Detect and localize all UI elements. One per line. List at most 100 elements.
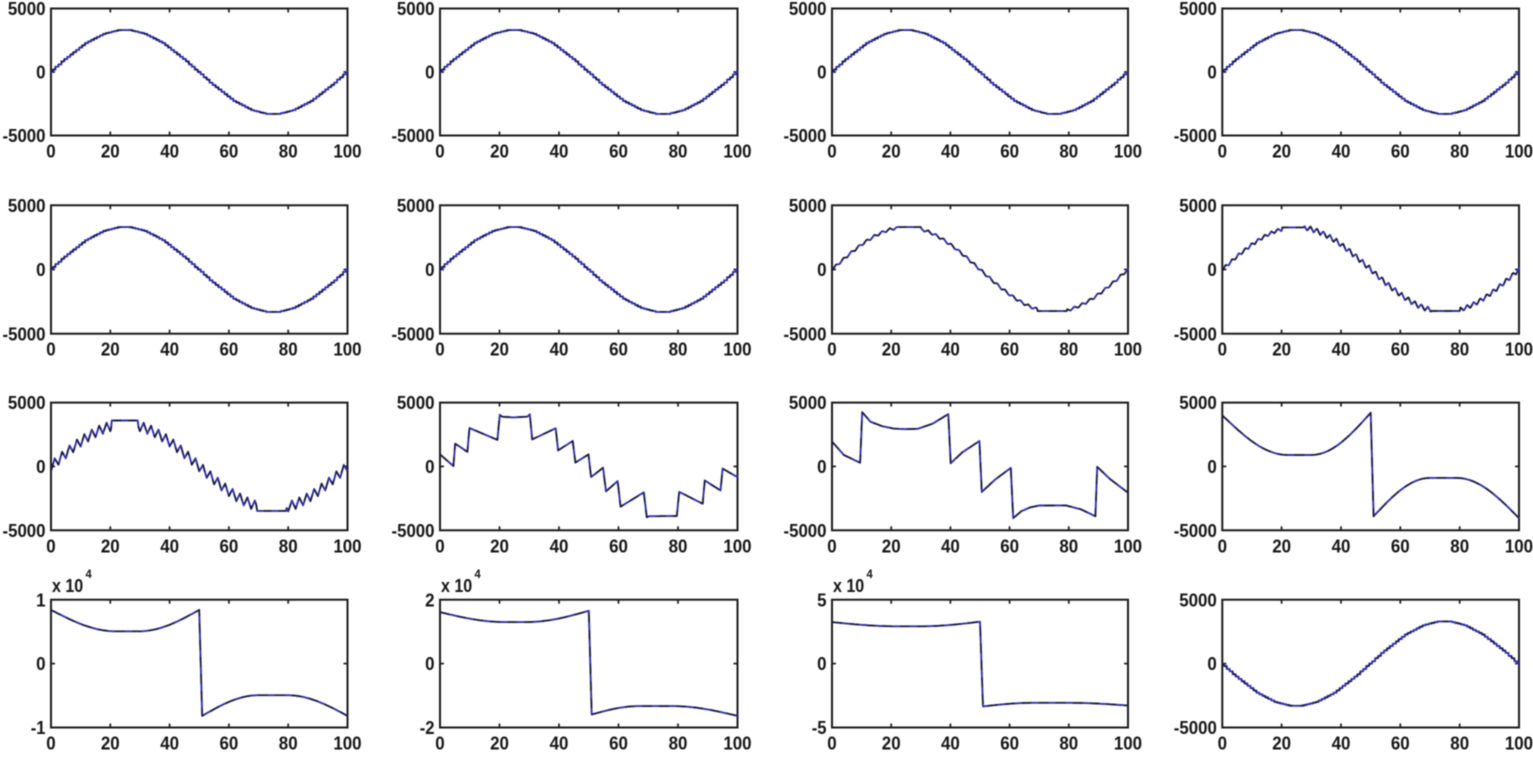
- svg-text:5000: 5000: [397, 392, 435, 413]
- svg-text:5000: 5000: [789, 0, 827, 19]
- svg-text:0: 0: [1207, 259, 1216, 280]
- svg-text:0: 0: [827, 339, 836, 360]
- svg-text:40: 40: [160, 141, 179, 162]
- svg-text:5000: 5000: [789, 392, 827, 413]
- svg-text:20: 20: [490, 733, 509, 753]
- svg-text:60: 60: [1000, 733, 1019, 753]
- svg-text:4: 4: [86, 567, 92, 581]
- svg-text:40: 40: [941, 535, 960, 556]
- svg-text:100: 100: [1114, 535, 1142, 556]
- svg-text:-5000: -5000: [392, 520, 435, 541]
- svg-text:80: 80: [669, 733, 688, 753]
- svg-text:40: 40: [1332, 339, 1351, 360]
- svg-text:x 10: x 10: [52, 575, 83, 596]
- svg-text:0: 0: [1218, 535, 1227, 556]
- svg-text:5000: 5000: [1179, 392, 1217, 413]
- svg-text:0: 0: [36, 62, 45, 83]
- svg-text:0: 0: [46, 535, 55, 556]
- svg-text:5000: 5000: [8, 0, 46, 19]
- svg-text:100: 100: [723, 339, 751, 360]
- svg-text:80: 80: [279, 141, 298, 162]
- svg-text:0: 0: [1218, 141, 1227, 162]
- svg-text:20: 20: [101, 141, 120, 162]
- svg-text:60: 60: [1391, 141, 1410, 162]
- svg-text:80: 80: [1450, 339, 1469, 360]
- svg-text:60: 60: [609, 733, 628, 753]
- svg-text:x 10: x 10: [441, 575, 472, 596]
- svg-text:0: 0: [425, 653, 434, 674]
- svg-text:40: 40: [550, 339, 569, 360]
- svg-text:80: 80: [1059, 535, 1078, 556]
- svg-text:40: 40: [941, 733, 960, 753]
- svg-text:0: 0: [46, 339, 55, 360]
- svg-text:0: 0: [817, 653, 826, 674]
- svg-text:0: 0: [425, 456, 434, 477]
- svg-text:0: 0: [1207, 62, 1216, 83]
- svg-text:80: 80: [1450, 733, 1469, 753]
- svg-text:20: 20: [101, 535, 120, 556]
- svg-text:60: 60: [609, 339, 628, 360]
- svg-text:-5000: -5000: [3, 323, 46, 344]
- svg-text:40: 40: [941, 339, 960, 360]
- svg-text:-5000: -5000: [3, 520, 46, 541]
- svg-text:100: 100: [723, 733, 751, 753]
- svg-text:80: 80: [279, 535, 298, 556]
- svg-text:0: 0: [1207, 456, 1216, 477]
- svg-text:20: 20: [882, 535, 901, 556]
- svg-text:-5000: -5000: [392, 323, 435, 344]
- svg-text:5000: 5000: [1179, 195, 1217, 216]
- svg-text:-5000: -5000: [784, 125, 827, 146]
- svg-text:40: 40: [550, 733, 569, 753]
- svg-text:20: 20: [490, 535, 509, 556]
- svg-text:60: 60: [1000, 141, 1019, 162]
- svg-text:0: 0: [46, 733, 55, 753]
- svg-text:0: 0: [36, 259, 45, 280]
- svg-text:0: 0: [435, 339, 444, 360]
- svg-text:100: 100: [1505, 339, 1533, 360]
- svg-text:40: 40: [160, 535, 179, 556]
- svg-text:80: 80: [1450, 535, 1469, 556]
- svg-text:-5000: -5000: [3, 125, 46, 146]
- svg-text:40: 40: [1332, 141, 1351, 162]
- svg-text:5000: 5000: [397, 195, 435, 216]
- svg-text:60: 60: [220, 141, 239, 162]
- svg-text:0: 0: [817, 259, 826, 280]
- svg-text:100: 100: [723, 141, 751, 162]
- svg-text:-5: -5: [812, 717, 827, 738]
- svg-text:-5000: -5000: [784, 323, 827, 344]
- svg-text:0: 0: [435, 535, 444, 556]
- svg-text:20: 20: [1272, 535, 1291, 556]
- svg-text:0: 0: [817, 456, 826, 477]
- svg-text:1: 1: [36, 589, 45, 610]
- svg-text:60: 60: [1000, 535, 1019, 556]
- svg-text:0: 0: [1218, 733, 1227, 753]
- svg-text:60: 60: [609, 535, 628, 556]
- svg-text:-5000: -5000: [1174, 717, 1217, 738]
- svg-text:60: 60: [1391, 733, 1410, 753]
- svg-text:100: 100: [1114, 141, 1142, 162]
- svg-text:20: 20: [490, 141, 509, 162]
- svg-text:5000: 5000: [8, 392, 46, 413]
- svg-text:-5000: -5000: [1174, 323, 1217, 344]
- svg-text:80: 80: [669, 339, 688, 360]
- svg-text:0: 0: [46, 141, 55, 162]
- svg-text:40: 40: [160, 339, 179, 360]
- svg-text:20: 20: [1272, 339, 1291, 360]
- svg-text:100: 100: [333, 339, 361, 360]
- svg-text:0: 0: [435, 141, 444, 162]
- svg-text:5000: 5000: [789, 195, 827, 216]
- svg-text:40: 40: [160, 733, 179, 753]
- svg-text:100: 100: [1114, 339, 1142, 360]
- svg-text:100: 100: [1114, 733, 1142, 753]
- svg-text:-5000: -5000: [392, 125, 435, 146]
- svg-text:60: 60: [1391, 339, 1410, 360]
- svg-text:20: 20: [101, 733, 120, 753]
- svg-text:0: 0: [817, 62, 826, 83]
- svg-text:0: 0: [827, 535, 836, 556]
- svg-text:80: 80: [1059, 141, 1078, 162]
- svg-text:80: 80: [669, 535, 688, 556]
- svg-text:-5000: -5000: [1174, 125, 1217, 146]
- svg-text:60: 60: [220, 339, 239, 360]
- svg-text:0: 0: [1207, 653, 1216, 674]
- svg-text:20: 20: [882, 339, 901, 360]
